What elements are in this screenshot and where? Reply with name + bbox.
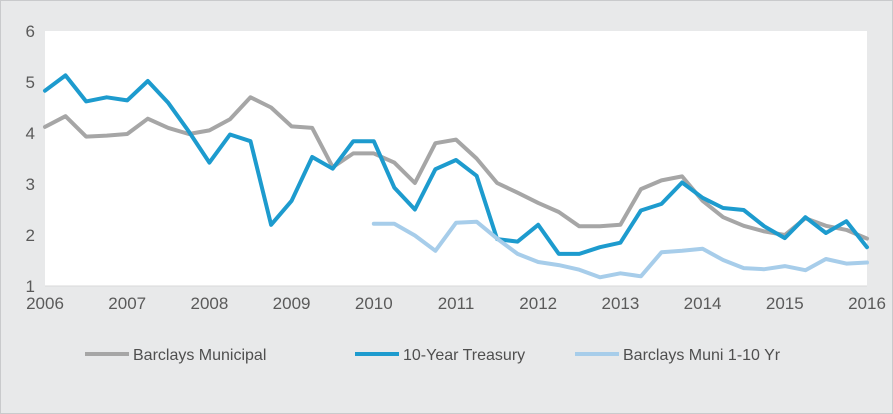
y-tick-label: 4 <box>26 124 35 143</box>
y-tick-label: 2 <box>26 226 35 245</box>
x-tick-label: 2008 <box>190 294 228 313</box>
y-axis: 1 2 3 4 5 6 <box>26 22 35 296</box>
series-line-3 <box>371 219 869 280</box>
x-tick-label: 2012 <box>519 294 557 313</box>
y-tick-label: 1 <box>26 277 35 296</box>
x-tick-label: 2015 <box>766 294 804 313</box>
x-tick-label: 2009 <box>273 294 311 313</box>
series-line-1 <box>43 95 869 241</box>
x-tick-label: 2011 <box>438 294 475 313</box>
x-tick-label: 2007 <box>108 294 146 313</box>
x-tick-label: 2010 <box>355 294 393 313</box>
y-tick-label: 6 <box>26 22 35 41</box>
legend-label: Barclays Municipal <box>133 347 266 364</box>
x-tick-label: 2016 <box>848 294 886 313</box>
series-lines <box>43 73 869 280</box>
y-tick-label: 3 <box>26 175 35 194</box>
y-tick-label: 5 <box>26 73 35 92</box>
series-line-2 <box>43 73 869 256</box>
legend-label: Barclays Muni 1-10 Yr <box>623 347 781 364</box>
x-tick-label: 2013 <box>601 294 639 313</box>
x-tick-label: 2006 <box>26 294 64 313</box>
legend: Barclays Municipal 10-Year Treasury Barcla… <box>85 347 781 364</box>
x-tick-label: 2014 <box>684 294 722 313</box>
x-axis: 2006 2007 2008 2009 2010 2011 2012 2013 2014 2015… <box>26 285 886 313</box>
legend-label: 10-Year Treasury <box>403 347 525 364</box>
